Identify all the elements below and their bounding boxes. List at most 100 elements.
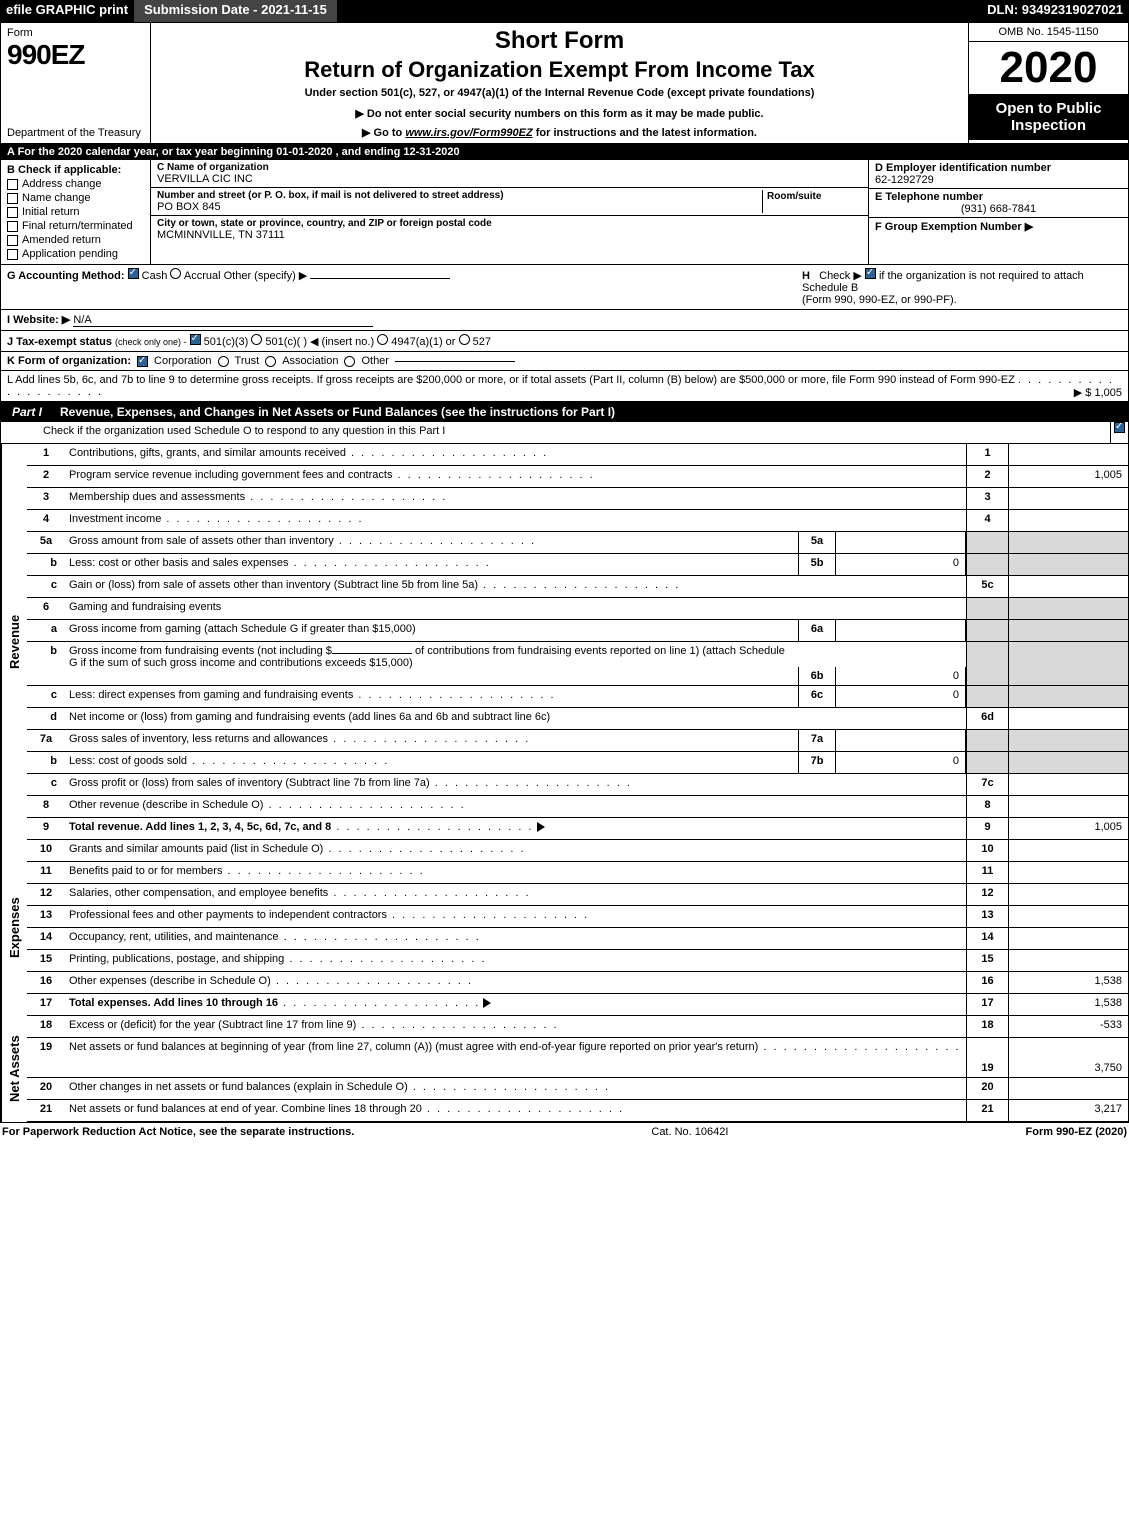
checkbox-icon[interactable] (7, 221, 18, 232)
line-desc: Net income or (loss) from gaming and fun… (65, 708, 966, 729)
k-assoc: Association (282, 355, 338, 367)
line-desc: Occupancy, rent, utilities, and maintena… (65, 928, 966, 949)
num-col: 6d (966, 708, 1008, 729)
checkbox-checked-icon[interactable] (190, 334, 201, 345)
line-desc: Grants and similar amounts paid (list in… (65, 840, 966, 861)
num-col: 18 (966, 1016, 1008, 1037)
org-name-label: C Name of organization (157, 162, 862, 173)
l-value: ▶ $ 1,005 (1074, 386, 1122, 399)
line-l: L Add lines 5b, 6c, and 7b to line 9 to … (0, 371, 1129, 402)
checkbox-checked-icon[interactable] (137, 356, 148, 367)
row-15: 15Printing, publications, postage, and s… (27, 950, 1129, 972)
schedule-o-check[interactable] (1110, 422, 1128, 443)
inner-val (836, 730, 966, 751)
val-col (1008, 708, 1128, 729)
inner-val: 0 (836, 554, 966, 575)
num-col: 8 (966, 796, 1008, 817)
part1-sub-row: Check if the organization used Schedule … (0, 422, 1129, 444)
row-19: 19Net assets or fund balances at beginni… (27, 1038, 1129, 1078)
checkbox-checked-icon[interactable] (128, 268, 139, 279)
group-exemption-label: F Group Exemption Number ▶ (875, 220, 1122, 233)
inner-val: 0 (836, 686, 966, 707)
line-desc: Excess or (deficit) for the year (Subtra… (65, 1016, 966, 1037)
radio-icon[interactable] (377, 334, 388, 345)
line-desc: Other revenue (describe in Schedule O) (65, 796, 966, 817)
r6b-input[interactable] (332, 653, 412, 654)
chk-final-return[interactable]: Final return/terminated (7, 220, 144, 232)
val-col: 3,750 (1008, 1038, 1128, 1077)
num-col: 17 (966, 994, 1008, 1015)
tax-year: 2020 (969, 42, 1128, 94)
num-col: 10 (966, 840, 1008, 861)
r17-bold: Total expenses. Add lines 10 through 16 (69, 997, 278, 1009)
line-desc: Gross income from fundraising events (no… (65, 642, 798, 685)
row-1: 1Contributions, gifts, grants, and simil… (27, 444, 1129, 466)
box-b-title: B Check if applicable: (7, 164, 144, 176)
efile-label[interactable]: efile GRAPHIC print (0, 0, 134, 22)
line-desc: Gross income from gaming (attach Schedul… (65, 620, 798, 641)
row-21: 21Net assets or fund balances at end of … (27, 1100, 1129, 1122)
chk-amended-return[interactable]: Amended return (7, 234, 144, 246)
j-501c: 501(c)( ) ◀ (insert no.) (265, 336, 374, 348)
shade (966, 642, 1008, 685)
checkbox-icon[interactable] (7, 207, 18, 218)
line-num: 7a (27, 730, 65, 751)
checkbox-icon[interactable] (7, 179, 18, 190)
val-col (1008, 488, 1128, 509)
row-4: 4Investment income4 (27, 510, 1129, 532)
chk-initial-return[interactable]: Initial return (7, 206, 144, 218)
footer-right: Form 990-EZ (2020) (1026, 1126, 1127, 1138)
checkbox-icon[interactable] (7, 249, 18, 260)
row-6: 6Gaming and fundraising events (27, 598, 1129, 620)
row-16: 16Other expenses (describe in Schedule O… (27, 972, 1129, 994)
radio-icon[interactable] (218, 356, 229, 367)
shade (966, 598, 1008, 619)
radio-icon[interactable] (251, 334, 262, 345)
expenses-side-label: Expenses (1, 840, 27, 1016)
j-label: J Tax-exempt status (7, 336, 112, 348)
row-7a: 7aGross sales of inventory, less returns… (27, 730, 1129, 752)
submission-date: Submission Date - 2021-11-15 (134, 0, 337, 22)
checkbox-checked-icon[interactable] (865, 268, 876, 279)
k-label: K Form of organization: (7, 355, 131, 367)
radio-icon[interactable] (170, 268, 181, 279)
num-col: 14 (966, 928, 1008, 949)
inner-val (836, 620, 966, 641)
r6b-pre: Gross income from fundraising events (no… (69, 645, 332, 657)
radio-icon[interactable] (344, 356, 355, 367)
dots (331, 821, 533, 833)
revenue-group: Revenue 1Contributions, gifts, grants, a… (0, 444, 1129, 840)
line-desc: Gross amount from sale of assets other t… (65, 532, 798, 553)
line-k: K Form of organization: Corporation Trus… (0, 352, 1129, 371)
val-col (1008, 576, 1128, 597)
checkbox-icon[interactable] (7, 193, 18, 204)
inner-num: 7a (798, 730, 836, 751)
shade (966, 554, 1008, 575)
checkbox-icon[interactable] (7, 235, 18, 246)
g-other-input[interactable] (310, 278, 450, 279)
num-col: 7c (966, 774, 1008, 795)
header-left: Form 990EZ Department of the Treasury (1, 23, 151, 143)
radio-icon[interactable] (459, 334, 470, 345)
org-city: MCMINNVILLE, TN 37111 (157, 229, 862, 241)
top-bar: efile GRAPHIC print Submission Date - 20… (0, 0, 1129, 22)
org-name: VERVILLA CIC INC (157, 173, 862, 185)
chk-name-change[interactable]: Name change (7, 192, 144, 204)
goto-link[interactable]: www.irs.gov/Form990EZ (405, 127, 532, 139)
open-to-public: Open to Public (973, 100, 1124, 117)
val-col: 3,217 (1008, 1100, 1128, 1121)
h-text1: Check ▶ (819, 270, 862, 282)
val-col (1008, 862, 1128, 883)
goto-link-line: ▶ Go to www.irs.gov/Form990EZ for instru… (159, 126, 960, 139)
r9-bold: Total revenue. Add lines 1, 2, 3, 4, 5c,… (69, 821, 331, 833)
chk-application-pending[interactable]: Application pending (7, 248, 144, 260)
radio-icon[interactable] (265, 356, 276, 367)
k-other-input[interactable] (395, 361, 515, 362)
val-col: 1,538 (1008, 972, 1128, 993)
chk-address-change[interactable]: Address change (7, 178, 144, 190)
j-sub: (check only one) - (115, 337, 187, 347)
row-14: 14Occupancy, rent, utilities, and mainte… (27, 928, 1129, 950)
val-col: 1,538 (1008, 994, 1128, 1015)
row-12: 12Salaries, other compensation, and empl… (27, 884, 1129, 906)
num-col: 13 (966, 906, 1008, 927)
